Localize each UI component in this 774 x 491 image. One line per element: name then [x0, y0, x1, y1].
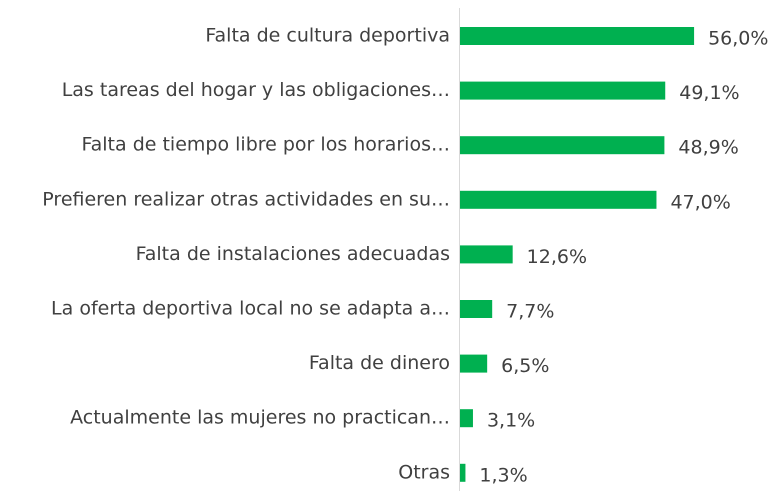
value-label: 48,9% [678, 137, 738, 159]
bar [460, 245, 513, 264]
bar [460, 27, 695, 45]
category-label: Prefieren realizar otras actividades en … [42, 188, 450, 210]
value-label: 47,0% [670, 191, 730, 213]
category-label: Falta de dinero [309, 352, 450, 374]
value-label: 3,1% [487, 410, 535, 432]
value-label: 12,6% [527, 246, 587, 268]
category-label: Otras [398, 461, 450, 483]
value-label: 49,1% [679, 82, 739, 104]
value-label: 1,3% [479, 464, 527, 486]
category-label: Falta de instalaciones adecuadas [136, 243, 450, 265]
category-label: La oferta deportiva local no se adapta a… [51, 298, 450, 320]
category-label: Actualmente las mujeres no practican… [70, 407, 450, 429]
bar [460, 354, 488, 373]
bar [460, 409, 473, 428]
category-label: Las tareas del hogar y las obligaciones… [62, 79, 450, 101]
bar [460, 300, 493, 318]
bar [460, 81, 666, 100]
value-label: 56,0% [708, 28, 768, 50]
bar [460, 463, 466, 482]
value-label: 6,5% [501, 355, 549, 377]
value-label: 7,7% [506, 301, 554, 323]
category-label: Falta de tiempo libre por los horarios… [81, 134, 450, 156]
category-label: Falta de cultura deportiva [205, 25, 450, 47]
bar [460, 190, 657, 209]
bar [460, 136, 665, 155]
